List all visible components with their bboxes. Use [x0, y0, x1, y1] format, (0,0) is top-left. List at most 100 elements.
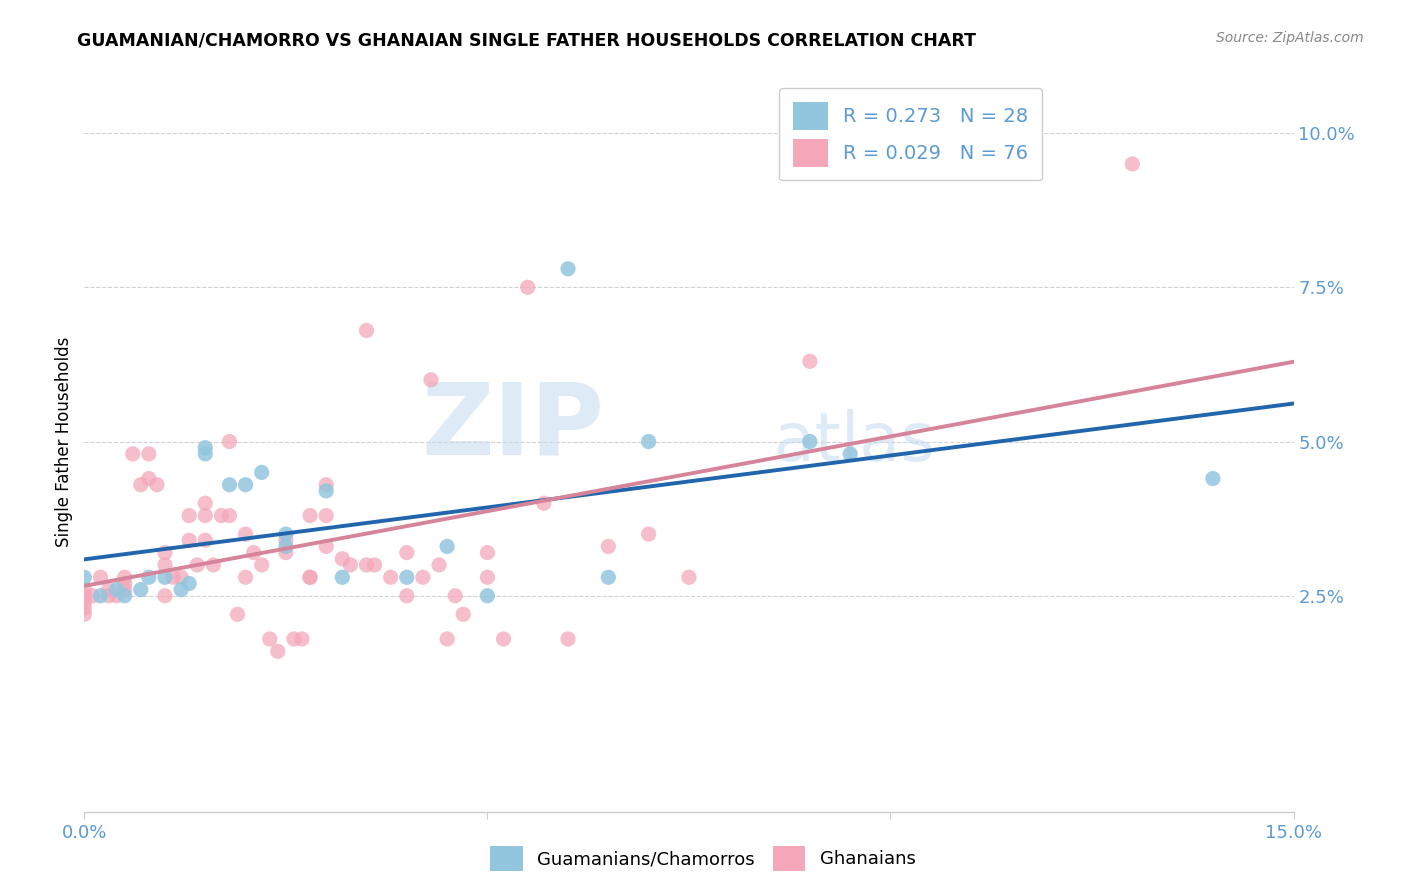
Point — [218, 434, 240, 449]
Point — [299, 570, 322, 584]
Point — [451, 607, 474, 622]
Point — [395, 570, 418, 584]
Point — [218, 477, 240, 491]
Point — [267, 644, 290, 658]
Point — [105, 589, 128, 603]
Point — [138, 570, 160, 584]
Point — [194, 496, 217, 510]
Point — [153, 589, 176, 603]
Point — [420, 373, 443, 387]
Text: atlas: atlas — [773, 409, 935, 475]
Point — [380, 570, 402, 584]
Point — [129, 582, 152, 597]
Point — [598, 570, 620, 584]
Point — [283, 632, 305, 646]
Point — [170, 582, 193, 597]
Point — [1121, 157, 1143, 171]
Point — [363, 558, 385, 572]
Point — [315, 477, 337, 491]
Point — [436, 632, 458, 646]
Point — [242, 546, 264, 560]
Point — [274, 540, 297, 554]
Point — [235, 477, 257, 491]
Point — [226, 607, 249, 622]
Point — [395, 546, 418, 560]
Point — [291, 632, 314, 646]
Point — [259, 632, 281, 646]
Point — [89, 589, 111, 603]
Point — [82, 589, 104, 603]
Point — [395, 589, 418, 603]
Point — [114, 582, 136, 597]
Point — [557, 261, 579, 276]
Point — [73, 570, 96, 584]
Point — [516, 280, 538, 294]
Point — [179, 576, 201, 591]
Point — [162, 570, 184, 584]
Point — [477, 570, 499, 584]
Point — [73, 589, 96, 603]
Point — [97, 582, 120, 597]
Point — [436, 540, 458, 554]
Point — [194, 533, 217, 548]
Point — [105, 582, 128, 597]
Point — [121, 447, 143, 461]
Legend: R = 0.273   N = 28, R = 0.029   N = 76: R = 0.273 N = 28, R = 0.029 N = 76 — [779, 88, 1042, 180]
Y-axis label: Single Father Households: Single Father Households — [55, 336, 73, 547]
Point — [427, 558, 450, 572]
Point — [250, 466, 273, 480]
Point — [194, 441, 217, 455]
Point — [114, 589, 136, 603]
Point — [179, 508, 201, 523]
Point — [235, 570, 257, 584]
Point — [170, 570, 193, 584]
Point — [330, 570, 353, 584]
Point — [557, 632, 579, 646]
Point — [129, 477, 152, 491]
Point — [299, 508, 322, 523]
Point — [839, 447, 862, 461]
Point — [274, 533, 297, 548]
Point — [73, 595, 96, 609]
Text: GUAMANIAN/CHAMORRO VS GHANAIAN SINGLE FATHER HOUSEHOLDS CORRELATION CHART: GUAMANIAN/CHAMORRO VS GHANAIAN SINGLE FA… — [77, 31, 976, 49]
Point — [637, 434, 659, 449]
Point — [146, 477, 169, 491]
Point — [114, 576, 136, 591]
Point — [274, 527, 297, 541]
Point — [97, 589, 120, 603]
Point — [179, 533, 201, 548]
Point — [299, 570, 322, 584]
Point — [1202, 472, 1225, 486]
Legend: Guamanians/Chamorros, Ghanaians: Guamanians/Chamorros, Ghanaians — [484, 838, 922, 879]
Point — [637, 527, 659, 541]
Point — [194, 508, 217, 523]
Point — [209, 508, 232, 523]
Text: ZIP: ZIP — [422, 378, 605, 475]
Point — [235, 527, 257, 541]
Point — [799, 434, 821, 449]
Point — [274, 546, 297, 560]
Point — [315, 540, 337, 554]
Point — [412, 570, 434, 584]
Point — [799, 354, 821, 368]
Point — [73, 601, 96, 615]
Point — [153, 546, 176, 560]
Point — [153, 558, 176, 572]
Point — [73, 607, 96, 622]
Point — [89, 570, 111, 584]
Point — [356, 558, 378, 572]
Point — [339, 558, 361, 572]
Text: Source: ZipAtlas.com: Source: ZipAtlas.com — [1216, 31, 1364, 45]
Point — [73, 582, 96, 597]
Point — [186, 558, 208, 572]
Point — [330, 551, 353, 566]
Point — [356, 324, 378, 338]
Point — [194, 447, 217, 461]
Point — [202, 558, 225, 572]
Point — [477, 589, 499, 603]
Point — [114, 570, 136, 584]
Point — [315, 508, 337, 523]
Point — [598, 540, 620, 554]
Point — [250, 558, 273, 572]
Point — [492, 632, 515, 646]
